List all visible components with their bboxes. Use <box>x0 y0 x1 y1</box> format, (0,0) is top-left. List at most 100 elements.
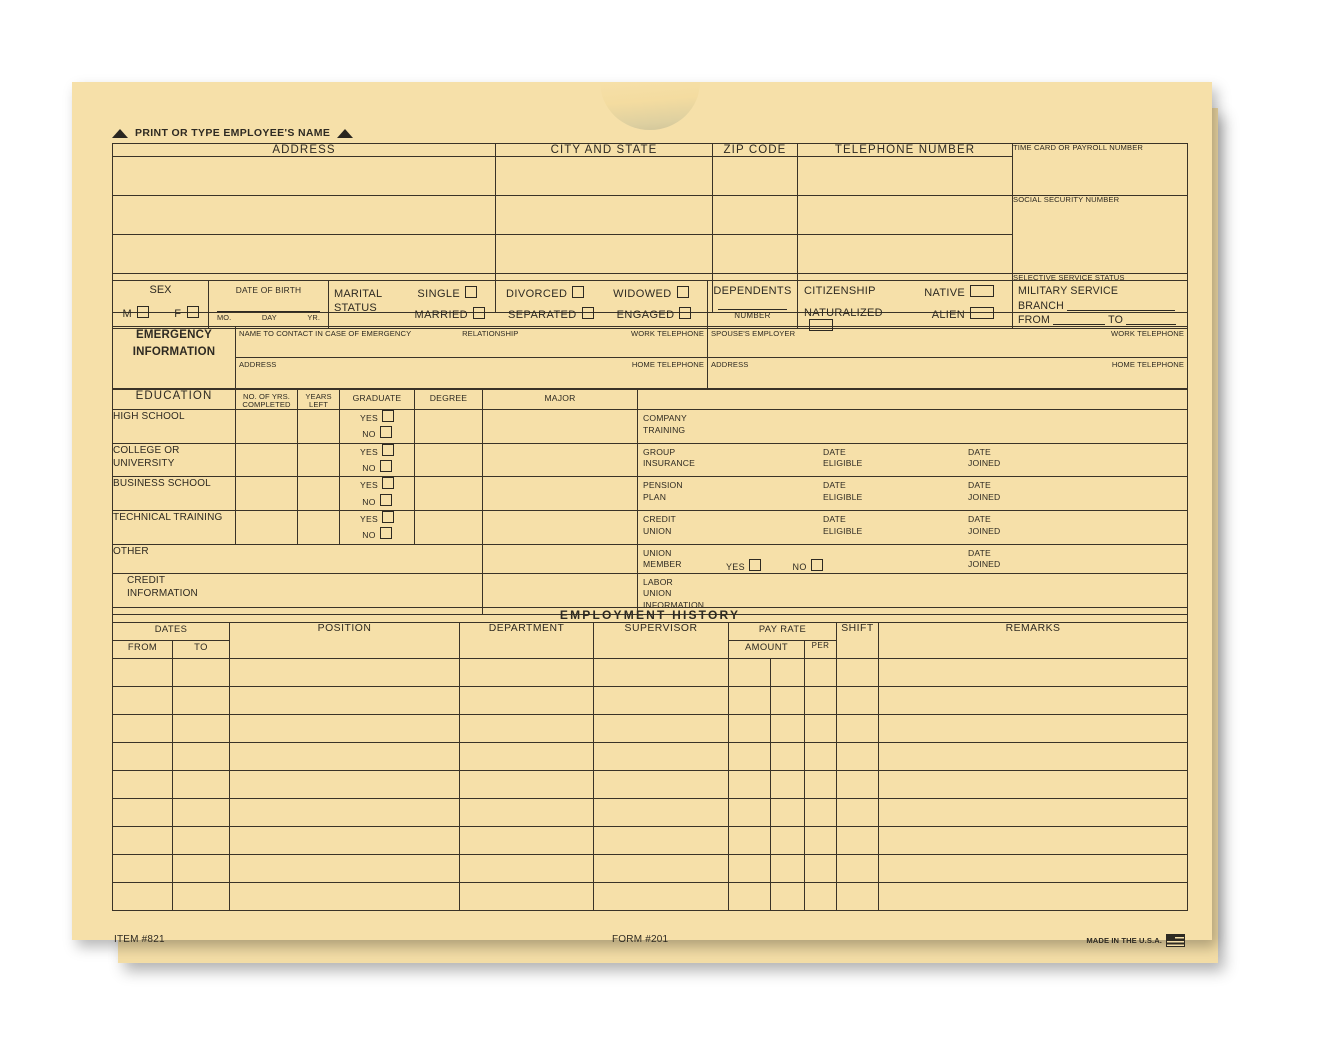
edu-degree-3[interactable] <box>414 476 483 511</box>
eh-position-3[interactable] <box>229 714 460 743</box>
eh-amount-a-5[interactable] <box>728 770 771 799</box>
citizenship-cell[interactable]: CITIZENSHIP NATIVE NATURALIZED ALIEN <box>797 280 1013 331</box>
edu-other-major[interactable] <box>482 543 638 574</box>
eh-shift-9[interactable] <box>836 882 879 911</box>
edu-graduate-4[interactable]: YES NO <box>339 509 415 545</box>
eh-amount-a-8[interactable] <box>728 854 771 883</box>
eh-remarks-9[interactable] <box>877 882 1189 911</box>
eh-to-7[interactable] <box>172 826 230 855</box>
eh-from-1[interactable] <box>112 658 173 687</box>
time-card-label[interactable]: TIME CARD OR PAYROLL NUMBER <box>1012 142 1188 197</box>
marital-engaged-checkbox[interactable] <box>679 307 692 319</box>
eh-department-2[interactable] <box>459 686 594 715</box>
eh-amount-b-1[interactable] <box>770 658 805 687</box>
eh-to-4[interactable] <box>172 742 230 771</box>
edu-years-left-1[interactable] <box>297 408 340 444</box>
eh-per-4[interactable] <box>804 742 837 771</box>
edu-years-left-4[interactable] <box>297 509 340 545</box>
graduate-yes-checkbox-1[interactable] <box>382 409 395 422</box>
eh-supervisor-1[interactable] <box>593 658 729 687</box>
citizenship-alien-checkbox[interactable] <box>970 307 994 319</box>
marital-status-cell[interactable]: MARITAL STATUS SINGLE DIVORCED WIDOWED M… <box>328 280 708 329</box>
eh-from-4[interactable] <box>112 742 173 771</box>
eh-department-7[interactable] <box>459 826 594 855</box>
sex-male-checkbox[interactable] <box>137 306 150 318</box>
benefit-row-credit-union[interactable]: CREDIT UNION DATE ELIGIBLE DATE JOINED <box>637 509 1188 545</box>
eh-department-1[interactable] <box>459 658 594 687</box>
eh-shift-8[interactable] <box>836 854 879 883</box>
edu-graduate-1[interactable]: YES NO <box>339 408 415 444</box>
military-to-input[interactable] <box>1126 324 1177 326</box>
eh-department-4[interactable] <box>459 742 594 771</box>
edu-graduate-2[interactable]: YES NO <box>339 442 415 478</box>
edu-yrs-completed-4[interactable] <box>235 509 298 545</box>
eh-per-7[interactable] <box>804 826 837 855</box>
eh-to-9[interactable] <box>172 882 230 911</box>
marital-single-checkbox[interactable] <box>465 286 478 298</box>
edu-yrs-completed-3[interactable] <box>235 476 298 511</box>
graduate-no-checkbox-2[interactable] <box>379 459 392 472</box>
eh-to-1[interactable] <box>172 658 230 687</box>
eh-per-1[interactable] <box>804 658 837 687</box>
eh-from-5[interactable] <box>112 770 173 799</box>
eh-per-2[interactable] <box>804 686 837 715</box>
marital-married-checkbox[interactable] <box>473 307 486 319</box>
sex-female-checkbox[interactable] <box>186 306 199 318</box>
eh-from-9[interactable] <box>112 882 173 911</box>
eh-to-6[interactable] <box>172 798 230 827</box>
edu-graduate-3[interactable]: YES NO <box>339 476 415 511</box>
eh-amount-b-7[interactable] <box>770 826 805 855</box>
edu-degree-1[interactable] <box>414 408 483 444</box>
edu-degree-4[interactable] <box>414 509 483 545</box>
eh-shift-4[interactable] <box>836 742 879 771</box>
eh-supervisor-9[interactable] <box>593 882 729 911</box>
benefit-row-pension-plan[interactable]: PENSION PLAN DATE ELIGIBLE DATE JOINED <box>637 476 1188 511</box>
eh-remarks-8[interactable] <box>877 854 1189 883</box>
eh-from-2[interactable] <box>112 686 173 715</box>
eh-department-9[interactable] <box>459 882 594 911</box>
eh-amount-b-5[interactable] <box>770 770 805 799</box>
eh-remarks-2[interactable] <box>877 686 1189 715</box>
benefit-row-group-insurance[interactable]: GROUP INSURANCE DATE ELIGIBLE DATE JOINE… <box>637 442 1188 478</box>
eh-supervisor-2[interactable] <box>593 686 729 715</box>
ssn-label[interactable]: SOCIAL SECURITY NUMBER <box>1012 195 1188 275</box>
eh-supervisor-4[interactable] <box>593 742 729 771</box>
sex-cell[interactable]: SEX M F <box>112 280 209 329</box>
address-input-3[interactable] <box>112 234 496 275</box>
benefit-row-union-member[interactable]: UNION MEMBER YES NO DATE JOINED <box>637 543 1188 574</box>
zip-input-3[interactable] <box>712 234 798 275</box>
eh-shift-2[interactable] <box>836 686 879 715</box>
benefit-row-company-training[interactable]: COMPANY TRAINING <box>637 408 1188 444</box>
eh-remarks-6[interactable] <box>877 798 1189 827</box>
eh-amount-b-9[interactable] <box>770 882 805 911</box>
edu-major-4[interactable] <box>482 509 638 545</box>
eh-position-9[interactable] <box>229 882 460 911</box>
emergency-address-cell[interactable]: ADDRESS HOME TELEPHONE <box>235 357 708 389</box>
eh-per-6[interactable] <box>804 798 837 827</box>
military-service-cell[interactable]: MILITARY SERVICE BRANCH FROM TO <box>1012 280 1188 329</box>
zip-input-2[interactable] <box>712 195 798 236</box>
eh-amount-a-1[interactable] <box>728 658 771 687</box>
eh-shift-7[interactable] <box>836 826 879 855</box>
eh-to-5[interactable] <box>172 770 230 799</box>
graduate-no-checkbox-3[interactable] <box>379 493 392 506</box>
city-state-input-1[interactable] <box>495 156 713 197</box>
eh-per-8[interactable] <box>804 854 837 883</box>
zip-input-1[interactable] <box>712 156 798 197</box>
eh-department-5[interactable] <box>459 770 594 799</box>
telephone-input-2[interactable] <box>797 195 1013 236</box>
eh-position-6[interactable] <box>229 798 460 827</box>
eh-remarks-1[interactable] <box>877 658 1189 687</box>
eh-amount-a-3[interactable] <box>728 714 771 743</box>
eh-remarks-5[interactable] <box>877 770 1189 799</box>
military-from-input[interactable] <box>1053 324 1106 326</box>
union-yes-checkbox[interactable] <box>748 558 761 571</box>
eh-shift-5[interactable] <box>836 770 879 799</box>
eh-remarks-4[interactable] <box>877 742 1189 771</box>
city-state-input-3[interactable] <box>495 234 713 275</box>
graduate-no-checkbox-4[interactable] <box>379 527 392 540</box>
union-no-checkbox[interactable] <box>810 558 823 571</box>
eh-per-3[interactable] <box>804 714 837 743</box>
eh-department-6[interactable] <box>459 798 594 827</box>
eh-supervisor-3[interactable] <box>593 714 729 743</box>
